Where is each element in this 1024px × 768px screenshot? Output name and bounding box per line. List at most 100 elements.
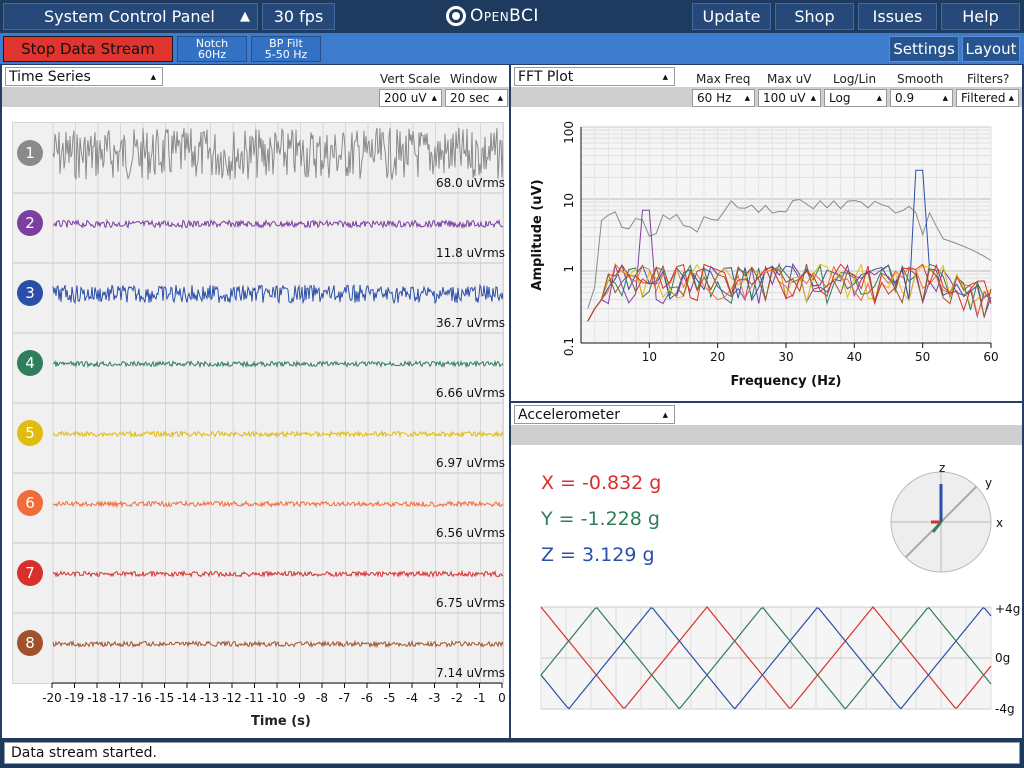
time-tick-label: -18	[87, 691, 107, 705]
top-bar: System Control Panel ▲ 30 fps OpenBCI Up…	[0, 0, 1024, 33]
help-button[interactable]: Help	[941, 3, 1020, 30]
z-axis-label: z	[939, 461, 945, 475]
max-uv-label: Max uV	[767, 72, 812, 86]
time-tick-label: -15	[155, 691, 175, 705]
channel-2-trace	[52, 218, 503, 230]
channel-2-toggle[interactable]: 2	[17, 210, 43, 236]
layout-label: Layout	[965, 40, 1017, 58]
fft-y-tick-label: 1	[562, 265, 576, 273]
loglin-value: Log	[829, 91, 851, 105]
filters-dropdown[interactable]: Filtered ▲	[956, 89, 1019, 107]
channel-5-rms: 6.97 uVrms	[436, 456, 506, 470]
channel-8-rms: 7.14 uVrms	[436, 666, 506, 680]
accelerometer-subheader	[511, 425, 1022, 445]
fps-button[interactable]: 30 fps	[262, 3, 335, 30]
caret-icon: ▲	[1008, 94, 1014, 102]
channel-5-toggle[interactable]: 5	[17, 420, 43, 446]
issues-button[interactable]: Issues	[858, 3, 937, 30]
channel-2-rms: 11.8 uVrms	[436, 246, 506, 260]
channel-8-toggle[interactable]: 8	[17, 630, 43, 656]
time-series-title: Time Series	[9, 68, 91, 85]
time-tick-label: -9	[294, 691, 306, 705]
accel-scale-label: -4g	[995, 702, 1015, 716]
time-tick-label: -14	[177, 691, 197, 705]
time-tick-label: -16	[132, 691, 152, 705]
openbci-logo-icon	[446, 6, 466, 26]
channel-1-trace	[52, 127, 503, 181]
loglin-dropdown[interactable]: Log ▲	[824, 89, 887, 107]
time-axis: -20 -19 -18 -17 -16 -15 -14 -13 -12 -11 -10 -9 -8 -7-…	[42, 682, 506, 705]
fft-channel-1-line	[587, 198, 992, 309]
time-tick-label: -12	[222, 691, 242, 705]
accelerometer-widget-select[interactable]: Accelerometer ▲	[514, 405, 675, 424]
caret-icon: ▲	[942, 94, 948, 102]
time-tick-label: -11	[245, 691, 265, 705]
channel-4-toggle[interactable]: 4	[17, 350, 43, 376]
time-axis-label: Time (s)	[251, 714, 311, 729]
channel-3-trace	[52, 283, 503, 305]
filters-label: Filters?	[967, 72, 1010, 86]
status-bar: Data stream started.	[0, 738, 1024, 768]
issues-label: Issues	[872, 7, 923, 26]
time-tick-label: -20	[42, 691, 62, 705]
max-freq-label: Max Freq	[696, 72, 751, 86]
time-tick-label: -10	[267, 691, 287, 705]
notch-line1: Notch	[195, 37, 229, 50]
fft-title: FFT Plot	[518, 68, 574, 85]
fft-channel-8-line	[587, 263, 992, 322]
layout-button[interactable]: Layout	[962, 36, 1020, 62]
y-axis-label: y	[985, 476, 992, 490]
channel-7-trace	[52, 569, 503, 579]
caret-icon: ▲	[662, 73, 668, 81]
vert-scale-value: 200 uV	[384, 91, 427, 105]
channel-4-rms: 6.66 uVrms	[436, 386, 506, 400]
status-message-box: Data stream started.	[4, 742, 1020, 764]
update-button[interactable]: Update	[692, 3, 771, 30]
smooth-value: 0.9	[895, 91, 915, 105]
fft-widget-select[interactable]: FFT Plot ▲	[514, 67, 675, 86]
system-control-panel-label: System Control Panel	[44, 7, 215, 26]
accel-z-value: Z = 3.129 g	[541, 544, 655, 566]
fft-y-tick-label: 10	[562, 193, 576, 208]
bandpass-filter-button[interactable]: BP Filt 5-50 Hz	[251, 36, 321, 62]
max-uv-dropdown[interactable]: 100 uV ▲	[758, 89, 821, 107]
control-bar: Stop Data Stream Notch 60Hz BP Filt 5-50…	[0, 33, 1024, 64]
y-vector	[931, 521, 943, 533]
smooth-label: Smooth	[897, 72, 944, 86]
channel-1-toggle[interactable]: 1	[17, 140, 43, 166]
window-dropdown[interactable]: 20 sec ▲	[445, 89, 508, 107]
fft-channel-2-line	[587, 209, 992, 322]
system-control-panel-button[interactable]: System Control Panel ▲	[3, 3, 258, 30]
channel-7-rms: 6.75 uVrms	[436, 596, 506, 610]
time-tick-label: -13	[200, 691, 220, 705]
fft-y-tick-label: 0.1	[562, 337, 576, 356]
help-label: Help	[962, 7, 999, 26]
bp-line2: 5-50 Hz	[264, 48, 308, 61]
channel-6-toggle[interactable]: 6	[17, 490, 43, 516]
notch-filter-button[interactable]: Notch 60Hz	[177, 36, 247, 62]
fft-x-tick-label: 20	[710, 350, 725, 364]
vert-scale-label: Vert Scale	[380, 72, 441, 86]
fft-channel-7-line	[587, 263, 992, 322]
accel-scale-label: 0g	[995, 651, 1010, 665]
time-series-widget-select[interactable]: Time Series ▲	[5, 67, 163, 86]
shop-button[interactable]: Shop	[775, 3, 854, 30]
fft-channel-3-line	[587, 169, 992, 322]
fft-y-label: Amplitude (uV)	[530, 179, 545, 290]
time-tick-label: -5	[384, 691, 396, 705]
settings-label: Settings	[893, 40, 955, 58]
settings-button[interactable]: Settings	[889, 36, 959, 62]
time-tick-label: -6	[361, 691, 373, 705]
logo-text: OpenBCI	[470, 6, 539, 26]
time-tick-label: -17	[110, 691, 130, 705]
stop-data-stream-button[interactable]: Stop Data Stream	[3, 36, 173, 62]
openbci-logo: OpenBCI	[446, 5, 539, 27]
smooth-dropdown[interactable]: 0.9 ▲	[890, 89, 953, 107]
channel-7-toggle[interactable]: 7	[17, 560, 43, 586]
stop-data-stream-label: Stop Data Stream	[21, 40, 155, 58]
channel-3-toggle[interactable]: 3	[17, 280, 43, 306]
time-series-traces	[13, 123, 503, 683]
max-freq-dropdown[interactable]: 60 Hz ▲	[692, 89, 755, 107]
vert-scale-dropdown[interactable]: 200 uV ▲	[379, 89, 442, 107]
